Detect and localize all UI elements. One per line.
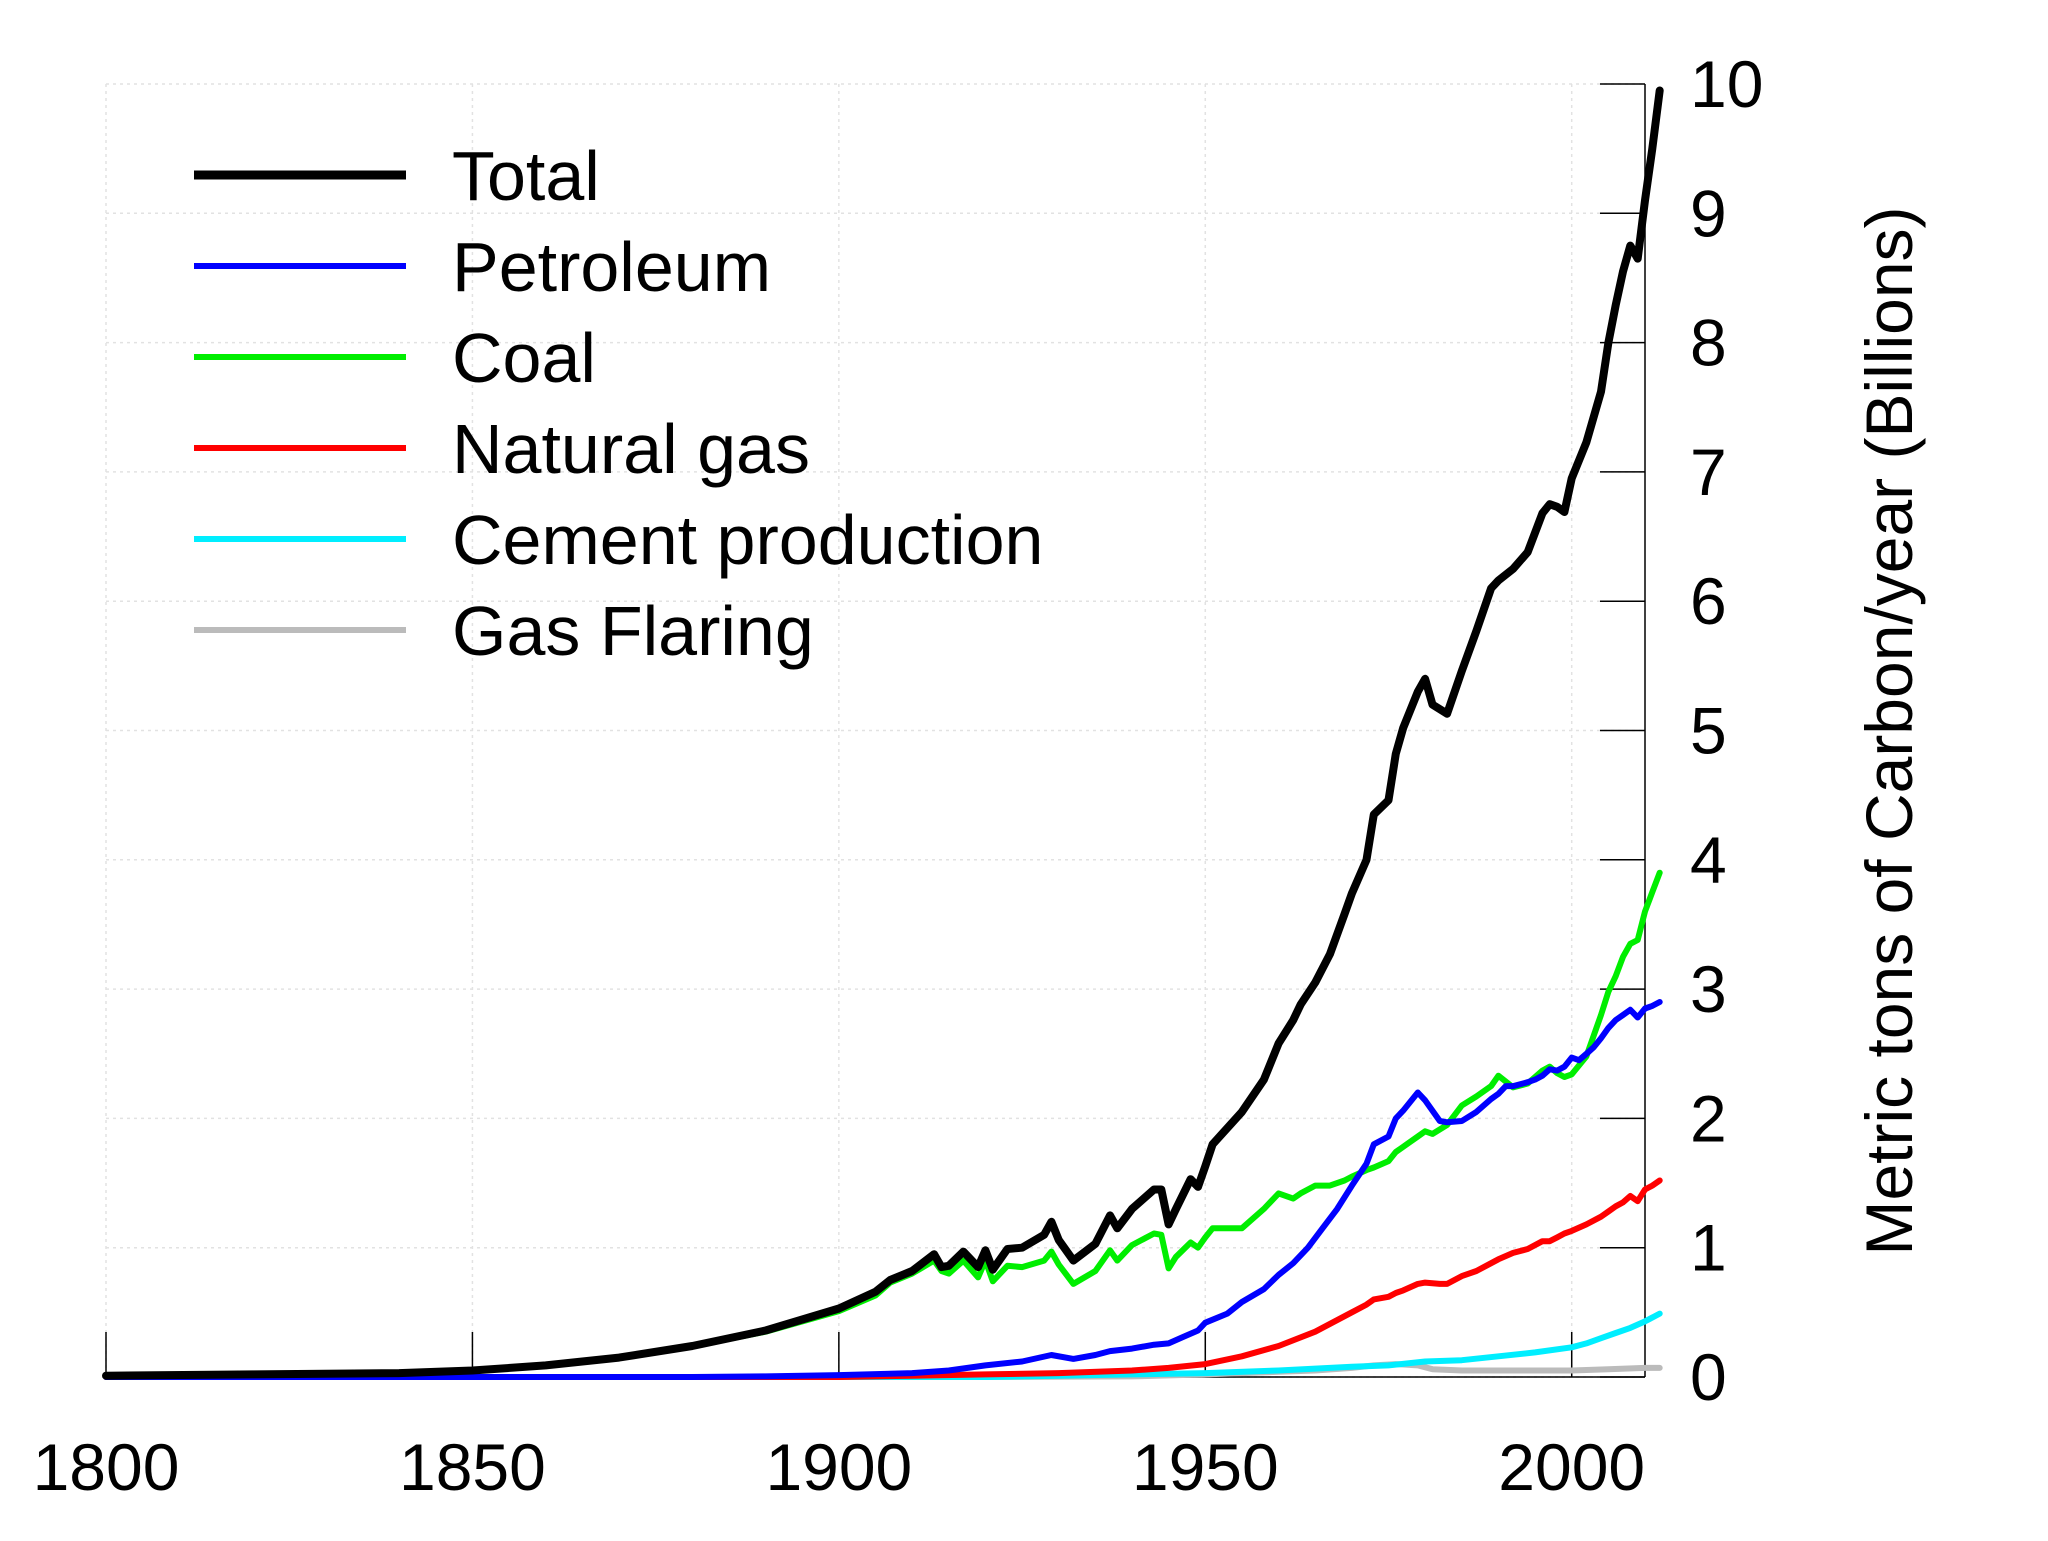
y-tick-label-8: 8 <box>1690 306 1727 380</box>
x-tick-label-1850: 1850 <box>399 1430 546 1504</box>
series-line-total <box>102 86 1664 1380</box>
y-tick-label-10: 10 <box>1690 47 1763 121</box>
series-line-coal <box>103 869 1663 1379</box>
y-tick-label-3: 3 <box>1690 952 1727 1026</box>
x-tick-label-2000: 2000 <box>1498 1430 1645 1504</box>
legend: Total Petroleum Coal Natural gas Cement prod… <box>194 137 1043 670</box>
legend-label-natural-gas: Natural gas <box>452 410 810 488</box>
y-tick-label-9: 9 <box>1690 176 1727 250</box>
y-axis-title: Metric tons of Carbon/year (Billions) <box>1852 206 1926 1255</box>
x-tick-label-1900: 1900 <box>765 1430 912 1504</box>
legend-label-coal: Coal <box>452 319 596 397</box>
series-line-petroleum <box>103 999 1663 1380</box>
legend-label-cement-production: Cement production <box>452 501 1043 579</box>
x-tick-label-1800: 1800 <box>33 1430 180 1504</box>
grid <box>105 83 1645 1378</box>
y-tick-label-4: 4 <box>1690 823 1727 897</box>
legend-label-total: Total <box>452 137 600 215</box>
series-line-natural-gas <box>103 1177 1663 1380</box>
y-tick-label-6: 6 <box>1690 564 1727 638</box>
y-tick-label-7: 7 <box>1690 435 1727 509</box>
y-tick-label-2: 2 <box>1690 1081 1727 1155</box>
series-line-cement-production <box>103 1310 1663 1380</box>
series-lines <box>102 86 1664 1380</box>
y-tick-label-0: 0 <box>1690 1340 1727 1414</box>
x-tick-label-1950: 1950 <box>1132 1430 1279 1504</box>
axes: 1800 1850 1900 1950 2000 0 1 2 3 4 5 6 7 8 9 10 <box>33 47 1764 1504</box>
legend-label-gas-flaring: Gas Flaring <box>452 592 814 670</box>
y-tick-label-5: 5 <box>1690 694 1727 768</box>
legend-label-petroleum: Petroleum <box>452 228 771 306</box>
y-tick-label-1: 1 <box>1690 1211 1727 1285</box>
